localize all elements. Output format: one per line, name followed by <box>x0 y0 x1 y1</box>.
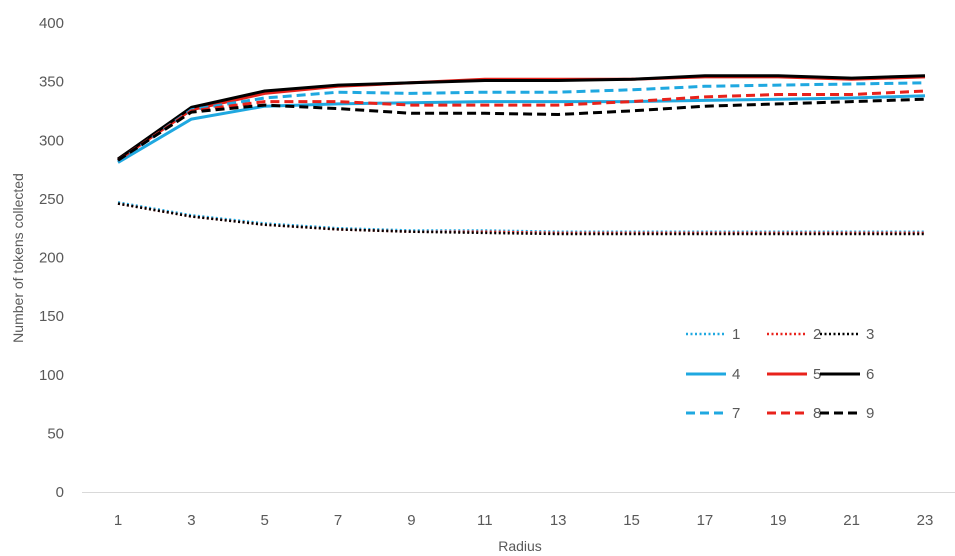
y-tick-label: 250 <box>39 191 64 208</box>
y-tick-label: 350 <box>39 74 64 91</box>
y-axis-title: Number of tokens collected <box>10 173 26 343</box>
legend-label-7: 7 <box>732 405 740 422</box>
x-tick-label: 11 <box>477 512 493 529</box>
x-tick-label: 1 <box>114 512 122 529</box>
series-line-3 <box>117 202 925 236</box>
legend-label-6: 6 <box>866 366 874 383</box>
series-line-2 <box>117 202 925 235</box>
x-tick-label: 17 <box>697 512 714 529</box>
y-tick-label: 300 <box>39 132 64 149</box>
legend: 1 2 3 4 5 6 7 8 9 <box>686 326 874 422</box>
x-tick-label: 19 <box>770 512 787 529</box>
series-layer <box>117 74 926 236</box>
x-tick-label: 23 <box>917 512 934 529</box>
x-tick-label: 7 <box>334 512 342 529</box>
series-line-4 <box>117 94 926 164</box>
legend-label-5: 5 <box>813 366 821 383</box>
series-line-1 <box>117 201 925 233</box>
y-tick-label: 100 <box>39 367 64 384</box>
legend-label-4: 4 <box>732 366 740 383</box>
series-line-7 <box>117 81 926 163</box>
legend-label-3: 3 <box>866 326 874 343</box>
series-line-8 <box>117 89 926 162</box>
x-tick-label: 21 <box>843 512 860 529</box>
series-line-9 <box>117 97 926 162</box>
x-tick-label: 15 <box>623 512 640 529</box>
x-tick-label: 3 <box>187 512 195 529</box>
legend-label-1: 1 <box>732 326 740 343</box>
x-tick-label: 13 <box>550 512 567 529</box>
legend-label-2: 2 <box>813 326 821 343</box>
y-tick-label: 400 <box>39 15 64 32</box>
series-line-5 <box>117 75 926 162</box>
y-axis-ticks: 0 50 100 150 200 250 300 350 400 <box>39 15 64 501</box>
y-tick-label: 200 <box>39 250 64 267</box>
x-axis-ticks: 1 3 5 7 9 11 13 15 17 19 21 23 <box>114 512 934 529</box>
x-tick-label: 5 <box>261 512 269 529</box>
y-tick-label: 0 <box>56 484 64 501</box>
series-line-6 <box>117 74 926 161</box>
legend-label-8: 8 <box>813 405 821 422</box>
y-tick-label: 150 <box>39 308 64 325</box>
x-tick-label: 9 <box>407 512 415 529</box>
legend-label-9: 9 <box>866 405 874 422</box>
x-axis-title: Radius <box>498 538 542 554</box>
y-tick-label: 50 <box>47 425 64 442</box>
